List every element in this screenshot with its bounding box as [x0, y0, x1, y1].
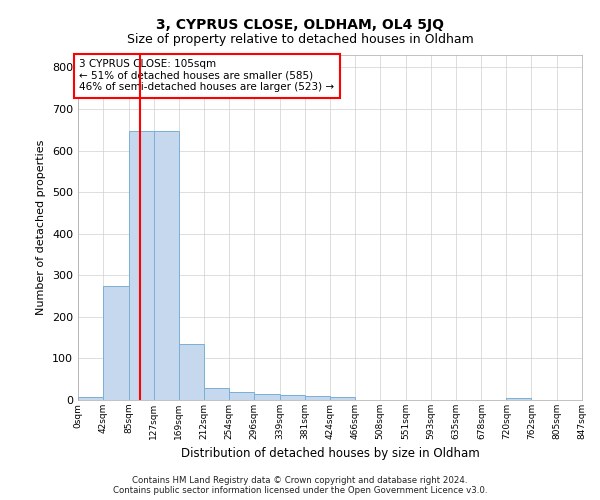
Text: Size of property relative to detached houses in Oldham: Size of property relative to detached ho… [127, 32, 473, 46]
Bar [78, 396, 103, 400]
Text: 3, CYPRUS CLOSE, OLDHAM, OL4 5JQ: 3, CYPRUS CLOSE, OLDHAM, OL4 5JQ [156, 18, 444, 32]
Text: 3 CYPRUS CLOSE: 105sqm
← 51% of detached houses are smaller (585)
46% of semi-de: 3 CYPRUS CLOSE: 105sqm ← 51% of detached… [79, 59, 334, 92]
Y-axis label: Number of detached properties: Number of detached properties [37, 140, 46, 315]
Bar [280, 395, 305, 400]
X-axis label: Distribution of detached houses by size in Oldham: Distribution of detached houses by size … [181, 448, 479, 460]
Bar [330, 396, 355, 400]
Bar [506, 398, 532, 400]
Bar [229, 392, 254, 400]
Text: Contains HM Land Registry data © Crown copyright and database right 2024.
Contai: Contains HM Land Registry data © Crown c… [113, 476, 487, 495]
Bar [204, 388, 229, 400]
Bar [305, 396, 330, 400]
Bar [154, 130, 179, 400]
Bar [179, 344, 204, 400]
Bar [128, 130, 154, 400]
Bar [103, 286, 128, 400]
Bar [254, 394, 280, 400]
